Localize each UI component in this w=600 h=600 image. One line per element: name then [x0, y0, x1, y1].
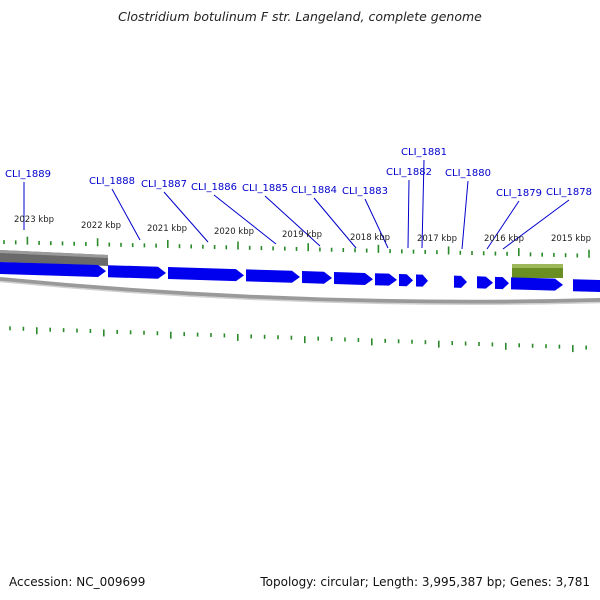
label-leader-line	[264, 195, 321, 247]
position-label: 2021 kbp	[147, 224, 187, 234]
gene-label: CLI_1884	[291, 185, 337, 196]
reverse-gene-bar-highlight	[0, 250, 108, 258]
gene-arrow	[375, 273, 397, 286]
forward-gene-track	[0, 262, 600, 292]
gene-arrow	[454, 275, 467, 288]
inner-tick-track	[9, 326, 588, 353]
accession-text: Accession: NC_009699	[9, 575, 146, 589]
genome-summary: Topology: circular; Length: 3,995,387 bp…	[260, 575, 590, 589]
position-labels: 2023 kbp 2022 kbp 2021 kbp 2020 kbp 2019 kbp…	[14, 215, 591, 244]
position-label: 2015 kbp	[551, 234, 591, 244]
gene-label: CLI_1885	[242, 183, 288, 194]
gene-label: CLI_1880	[445, 168, 491, 179]
label-leader-line	[461, 180, 469, 250]
gene-label: CLI_1882	[386, 167, 432, 178]
gene-label: CLI_1878	[546, 187, 592, 198]
position-label: 2022 kbp	[81, 221, 121, 231]
gene-label: CLI_1886	[191, 182, 237, 193]
label-leader-line	[364, 198, 389, 249]
gene-label: CLI_1883	[342, 186, 388, 197]
gene-arrow	[168, 267, 244, 282]
gene-arrow	[399, 273, 413, 287]
gene-arrow	[108, 265, 166, 279]
gene-label: CLI_1879	[496, 188, 542, 199]
gene-arrow	[416, 274, 428, 287]
position-label: 2019 kbp	[282, 230, 322, 240]
position-label: 2018 kbp	[350, 233, 390, 243]
position-label: 2023 kbp	[14, 215, 54, 225]
position-label: 2020 kbp	[214, 227, 254, 237]
outer-tick-track	[3, 236, 590, 258]
gene-arrow	[573, 279, 600, 292]
gene-label: CLI_1888	[89, 176, 135, 187]
gene-arrow	[0, 262, 106, 277]
gene-arrow	[334, 272, 373, 285]
position-label: 2016 kbp	[484, 234, 524, 244]
label-leader-line	[502, 199, 570, 250]
label-leader-line	[486, 200, 520, 250]
label-leader-line	[407, 179, 410, 249]
gene-arrow	[495, 276, 509, 290]
gene-label: CLI_1889	[5, 169, 51, 180]
genome-backbone-shadow	[0, 280, 600, 305]
label-leader-line	[213, 194, 277, 245]
map-title: Clostridium botulinum F str. Langeland, …	[118, 9, 482, 24]
gene-arrow	[302, 271, 332, 284]
label-leader-line	[421, 159, 425, 249]
position-label: 2017 kbp	[417, 234, 457, 244]
gene-label: CLI_1887	[141, 179, 187, 190]
label-leader-line	[313, 197, 357, 249]
label-leaders	[23, 159, 570, 250]
gene-arrow	[511, 277, 563, 291]
genome-backbone	[0, 277, 600, 304]
label-leader-line	[111, 188, 141, 241]
gene-labels: CLI_1889 CLI_1888 CLI_1887 CLI_1886 CLI_1885…	[5, 147, 592, 199]
feature-bar-highlight	[512, 264, 563, 268]
gene-arrow	[246, 269, 300, 283]
gene-label: CLI_1881	[401, 147, 447, 158]
label-leader-line	[163, 191, 209, 243]
gene-arrow	[477, 276, 493, 289]
